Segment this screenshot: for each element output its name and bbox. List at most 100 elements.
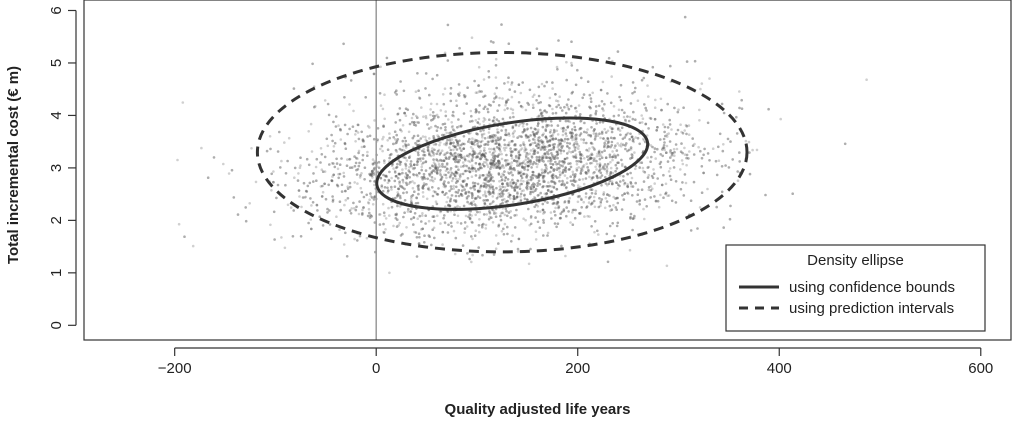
scatter-point bbox=[470, 36, 474, 39]
scatter-point bbox=[378, 213, 381, 216]
scatter-point bbox=[599, 176, 602, 179]
scatter-point bbox=[619, 133, 622, 137]
scatter-point bbox=[612, 114, 616, 118]
scatter-point bbox=[563, 137, 567, 141]
scatter-point bbox=[526, 134, 529, 138]
scatter-point bbox=[417, 121, 420, 124]
scatter-point bbox=[590, 153, 594, 156]
scatter-point bbox=[632, 110, 635, 114]
scatter-point bbox=[721, 149, 725, 153]
scatter-point bbox=[438, 153, 442, 156]
scatter-point bbox=[482, 194, 485, 197]
scatter-point bbox=[396, 191, 400, 194]
scatter-point bbox=[620, 208, 624, 211]
scatter-point bbox=[646, 176, 650, 179]
scatter-point bbox=[516, 179, 519, 182]
scatter-point bbox=[524, 153, 528, 157]
scatter-point bbox=[454, 145, 457, 149]
scatter-point bbox=[462, 179, 466, 183]
scatter-point bbox=[361, 213, 364, 216]
scatter-point bbox=[404, 144, 408, 148]
scatter-point bbox=[556, 133, 560, 136]
scatter-point bbox=[543, 180, 546, 183]
scatter-point bbox=[455, 104, 459, 107]
scatter-point bbox=[468, 216, 472, 220]
scatter-point bbox=[503, 213, 507, 217]
scatter-point bbox=[426, 177, 430, 181]
scatter-point bbox=[456, 153, 460, 156]
scatter-point bbox=[321, 170, 325, 173]
scatter-point bbox=[517, 124, 521, 128]
scatter-point bbox=[463, 157, 467, 161]
scatter-point bbox=[647, 95, 650, 98]
scatter-point bbox=[514, 182, 518, 185]
scatter-point bbox=[651, 187, 654, 190]
scatter-point bbox=[476, 132, 479, 136]
scatter-point bbox=[339, 128, 342, 132]
scatter-point bbox=[404, 143, 408, 147]
scatter-point bbox=[348, 158, 351, 161]
scatter-point bbox=[526, 181, 529, 185]
scatter-point bbox=[552, 145, 556, 149]
scatter-point bbox=[550, 152, 553, 155]
scatter-point bbox=[463, 179, 466, 182]
scatter-point bbox=[348, 181, 352, 185]
scatter-point bbox=[388, 179, 391, 183]
scatter-point bbox=[647, 188, 651, 192]
scatter-point bbox=[473, 143, 476, 147]
scatter-point bbox=[433, 236, 436, 240]
scatter-point bbox=[463, 142, 466, 146]
scatter-point bbox=[669, 149, 672, 152]
scatter-point bbox=[405, 226, 408, 229]
scatter-point bbox=[573, 149, 577, 152]
scatter-point bbox=[383, 93, 386, 96]
scatter-point bbox=[594, 136, 597, 140]
scatter-point bbox=[599, 204, 602, 208]
scatter-point bbox=[541, 120, 544, 124]
scatter-point bbox=[597, 104, 601, 108]
scatter-point bbox=[327, 113, 331, 117]
scatter-point bbox=[662, 137, 666, 141]
scatter-point bbox=[556, 99, 560, 103]
scatter-point bbox=[386, 191, 390, 194]
scatter-point bbox=[609, 145, 612, 149]
scatter-point bbox=[449, 167, 453, 170]
scatter-point bbox=[396, 194, 399, 197]
scatter-point bbox=[592, 146, 596, 150]
scatter-point bbox=[595, 155, 599, 158]
scatter-point bbox=[651, 176, 655, 180]
scatter-point bbox=[559, 164, 562, 167]
scatter-point bbox=[486, 140, 490, 144]
scatter-point bbox=[668, 167, 672, 170]
scatter-point bbox=[379, 147, 382, 151]
scatter-point bbox=[474, 174, 478, 177]
scatter-point bbox=[569, 162, 572, 165]
scatter-point bbox=[582, 165, 585, 169]
scatter-point bbox=[578, 134, 582, 137]
scatter-point bbox=[486, 163, 489, 166]
scatter-point bbox=[589, 195, 592, 199]
scatter-point bbox=[485, 184, 489, 187]
scatter-point bbox=[459, 125, 463, 128]
scatter-point bbox=[679, 123, 682, 126]
scatter-point bbox=[631, 228, 634, 232]
scatter-point bbox=[699, 149, 702, 153]
scatter-point bbox=[631, 81, 635, 84]
scatter-point bbox=[422, 172, 426, 176]
scatter-point bbox=[431, 215, 435, 218]
scatter-point bbox=[473, 181, 477, 185]
scatter-point bbox=[636, 188, 640, 191]
scatter-point bbox=[491, 190, 495, 194]
scatter-point bbox=[567, 107, 571, 111]
scatter-point bbox=[622, 179, 625, 182]
scatter-point bbox=[551, 81, 554, 84]
scatter-point bbox=[606, 137, 610, 141]
scatter-point bbox=[611, 137, 615, 140]
scatter-point bbox=[492, 120, 495, 123]
scatter-point bbox=[598, 121, 602, 124]
scatter-point bbox=[552, 169, 556, 172]
scatter-point bbox=[594, 165, 597, 169]
scatter-point bbox=[606, 162, 610, 166]
scatter-point bbox=[738, 151, 741, 154]
scatter-point bbox=[498, 188, 501, 192]
